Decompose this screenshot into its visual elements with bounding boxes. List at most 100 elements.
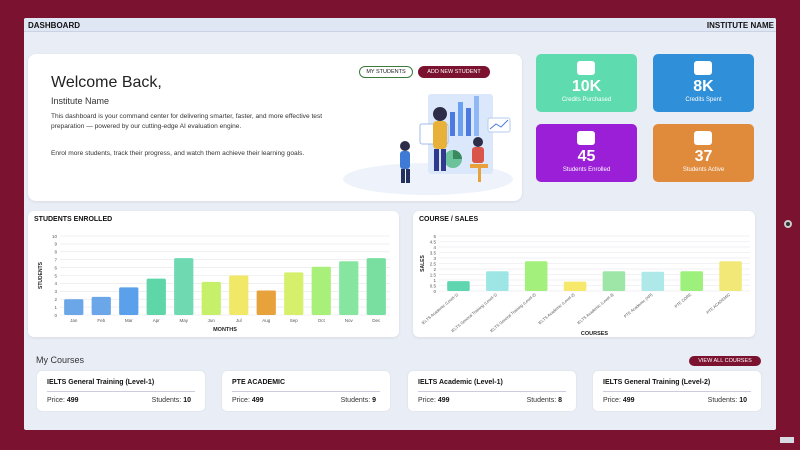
x-tick-label: Dec: [372, 318, 381, 323]
course-sales-card: COURSE / SALES 0 0.5 1 1.5 2 2.5 3 3.5 4 4.5 5 IELT…: [413, 211, 755, 337]
stat-tile[interactable]: 37 Students Active: [653, 124, 754, 182]
students-enrolled-chart: 0 1 2 3 4 5 6 7 8 9 10 Jan Feb Mar Apr May Jun Jul Aug Sep O…: [38, 234, 390, 333]
bar[interactable]: [146, 278, 166, 315]
course-name: IELTS General Training (Level-2): [603, 379, 711, 386]
welcome-card: Welcome Back, Institute Name This dashbo…: [28, 54, 522, 201]
y-tick-label: 3: [54, 289, 57, 294]
course-price: Price: 499: [603, 397, 635, 404]
bar[interactable]: [201, 281, 221, 315]
course-card[interactable]: IELTS General Training (Level-2) Price: …: [592, 370, 762, 412]
stat-tile[interactable]: 8K Credits Spent: [653, 54, 754, 112]
bar[interactable]: [719, 261, 742, 291]
stat-value: 45: [577, 148, 596, 165]
scroll-indicator[interactable]: [784, 220, 792, 228]
course-sales-chart: 00.511.522.533.544.55 IELTS Academic (Lev…: [420, 234, 750, 337]
bar[interactable]: [366, 258, 386, 315]
bar[interactable]: [119, 287, 139, 315]
users-icon: [577, 131, 595, 145]
course-price: Price: 499: [47, 397, 79, 404]
students-enrolled-title: STUDENTS ENROLLED: [34, 216, 113, 223]
divider: [47, 391, 195, 392]
course-name: IELTS Academic (Level-1): [418, 379, 503, 386]
course-students: Students: 8: [526, 397, 562, 404]
course-students: Students: 10: [151, 397, 191, 404]
y-tick-label: 1: [433, 278, 436, 283]
x-tick-label: Mar: [125, 318, 133, 323]
view-all-courses-button[interactable]: VIEW ALL COURSES: [689, 356, 761, 366]
my-students-button[interactable]: MY STUDENTS: [359, 66, 413, 78]
bar[interactable]: [284, 272, 304, 315]
y-tick-label: 2: [433, 267, 436, 272]
y-tick-label: 6: [54, 265, 57, 270]
y-tick-label: 3.5: [430, 250, 437, 255]
id-card-icon: [694, 131, 712, 145]
stat-label: Credits Spent: [685, 97, 722, 103]
x-tick-label: Jul: [236, 318, 242, 323]
y-axis-label: STUDENTS: [38, 261, 44, 289]
welcome-heading: Welcome Back,: [51, 74, 162, 91]
divider: [603, 391, 751, 392]
x-tick-label: IELTS Academic (Level-3): [576, 292, 615, 326]
stat-label: Students Enrolled: [562, 167, 611, 173]
x-tick-label: Jun: [208, 318, 216, 323]
course-card[interactable]: IELTS Academic (Level-1) Price: 499 Stud…: [407, 370, 577, 412]
y-tick-label: 4: [433, 245, 436, 250]
stat-value: 37: [694, 148, 713, 165]
y-tick-label: 0: [433, 289, 436, 294]
stat-value: 10K: [571, 78, 602, 95]
dashboard-illustration: [343, 94, 513, 195]
course-name: IELTS General Training (Level-1): [47, 379, 155, 386]
bar[interactable]: [447, 281, 470, 291]
x-tick-label: Feb: [97, 318, 105, 323]
students-enrolled-card: STUDENTS ENROLLED 0 1 2 3 4 5 6 7 8 9 10 Jan Feb Mar A…: [28, 211, 399, 337]
x-tick-label: PTE Academic (HR): [623, 292, 654, 319]
y-tick-label: 0.5: [430, 283, 437, 288]
course-card[interactable]: PTE ACADEMIC Price: 499 Students: 9: [221, 370, 391, 412]
course-name: PTE ACADEMIC: [232, 379, 286, 386]
divider: [232, 391, 380, 392]
y-tick-label: 0: [54, 313, 57, 318]
y-tick-label: 3: [433, 256, 436, 261]
x-tick-label: PTE CORE: [673, 292, 692, 309]
y-tick-label: 1: [54, 305, 57, 310]
y-tick-label: 1.5: [430, 272, 437, 277]
institute-name-label[interactable]: INSTITUTE NAME: [706, 21, 774, 30]
y-tick-label: 4: [54, 281, 57, 286]
course-price: Price: 499: [418, 397, 450, 404]
top-bar: DASHBOARD INSTITUTE NAME: [24, 18, 776, 32]
x-tick-label: Jan: [70, 318, 78, 323]
bar[interactable]: [174, 258, 194, 315]
bar[interactable]: [91, 296, 111, 315]
y-tick-label: 9: [54, 242, 57, 247]
add-new-student-button[interactable]: ADD NEW STUDENT: [418, 66, 490, 78]
bar[interactable]: [680, 271, 703, 291]
x-tick-label: Aug: [262, 318, 271, 323]
my-courses-title: My Courses: [36, 355, 85, 365]
bar[interactable]: [486, 271, 509, 291]
divider: [418, 391, 566, 392]
x-tick-label: Sep: [290, 318, 299, 323]
welcome-description: This dashboard is your command center fo…: [51, 113, 323, 130]
y-tick-label: 2.5: [430, 261, 437, 266]
x-tick-label: PTE ACADEMIC: [705, 292, 731, 315]
bar[interactable]: [563, 281, 587, 291]
dashboard-label: DASHBOARD: [28, 21, 80, 30]
institute-name: Institute Name: [51, 96, 110, 106]
bar[interactable]: [256, 290, 276, 315]
stat-tile[interactable]: 45 Students Enrolled: [536, 124, 637, 182]
course-students: Students: 9: [340, 397, 376, 404]
bar[interactable]: [641, 271, 665, 291]
course-card[interactable]: IELTS General Training (Level-1) Price: …: [36, 370, 206, 412]
stat-value: 8K: [693, 78, 714, 95]
y-tick-label: 2: [54, 297, 57, 302]
bar[interactable]: [229, 275, 249, 316]
bar[interactable]: [339, 261, 359, 315]
bar[interactable]: [524, 261, 548, 291]
bar[interactable]: [64, 299, 84, 315]
bar[interactable]: [311, 266, 331, 315]
course-price: Price: 499: [232, 397, 264, 404]
stat-tile[interactable]: 10K Credits Purchased: [536, 54, 637, 112]
welcome-cta-text: Enrol more students, track their progres…: [51, 150, 305, 157]
x-tick-label: IELTS Academic (Level-2): [537, 292, 576, 326]
bar[interactable]: [602, 271, 626, 291]
